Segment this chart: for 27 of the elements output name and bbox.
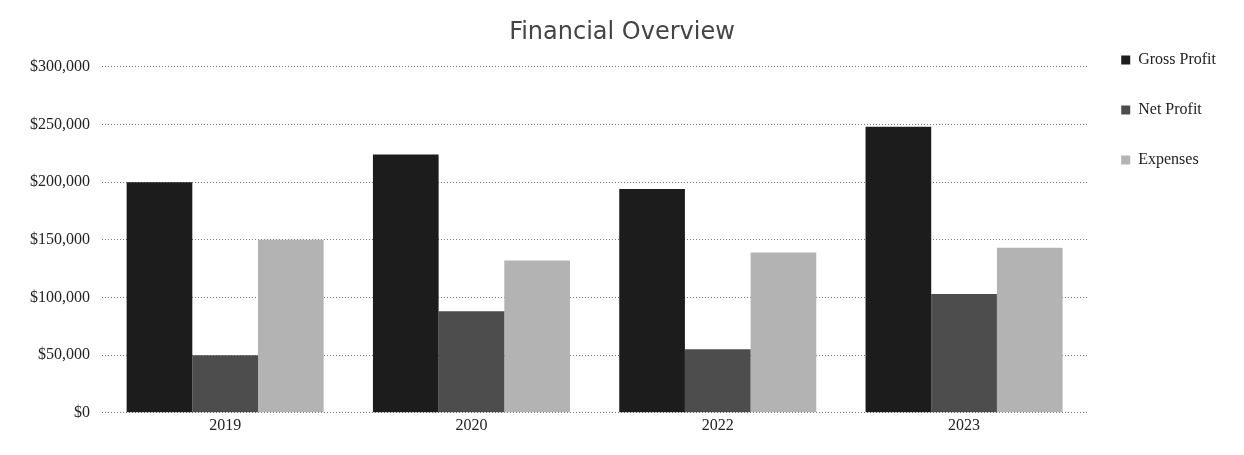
y-tick-label: $250,000 — [30, 114, 90, 132]
y-tick-label: $50,000 — [38, 345, 90, 363]
bar — [865, 126, 932, 413]
x-tick-label: 2019 — [209, 415, 242, 433]
x-tick-label: 2022 — [701, 415, 734, 433]
bar — [750, 252, 817, 413]
x-tick-label: 2023 — [948, 415, 981, 433]
bar — [192, 355, 258, 413]
y-tick-label: $100,000 — [30, 287, 90, 305]
x-tick-label: 2020 — [455, 415, 488, 433]
bar — [257, 239, 324, 413]
bar — [931, 294, 997, 413]
y-tick-label: $0 — [74, 403, 90, 420]
bar — [504, 260, 570, 413]
legend-label: Gross Profit — [1138, 50, 1217, 68]
bar — [438, 311, 505, 413]
legend-label: Net Profit — [1138, 100, 1203, 118]
chart-title: Financial Overview — [509, 16, 735, 45]
y-tick-label: $150,000 — [30, 230, 90, 247]
y-tick-label: $300,000 — [30, 57, 90, 74]
bar — [126, 182, 193, 413]
bar — [996, 247, 1063, 413]
bar — [684, 349, 751, 413]
bar — [619, 189, 685, 413]
bar — [372, 154, 439, 413]
y-tick-label: $200,000 — [30, 172, 90, 190]
legend-label: Expenses — [1138, 150, 1199, 169]
